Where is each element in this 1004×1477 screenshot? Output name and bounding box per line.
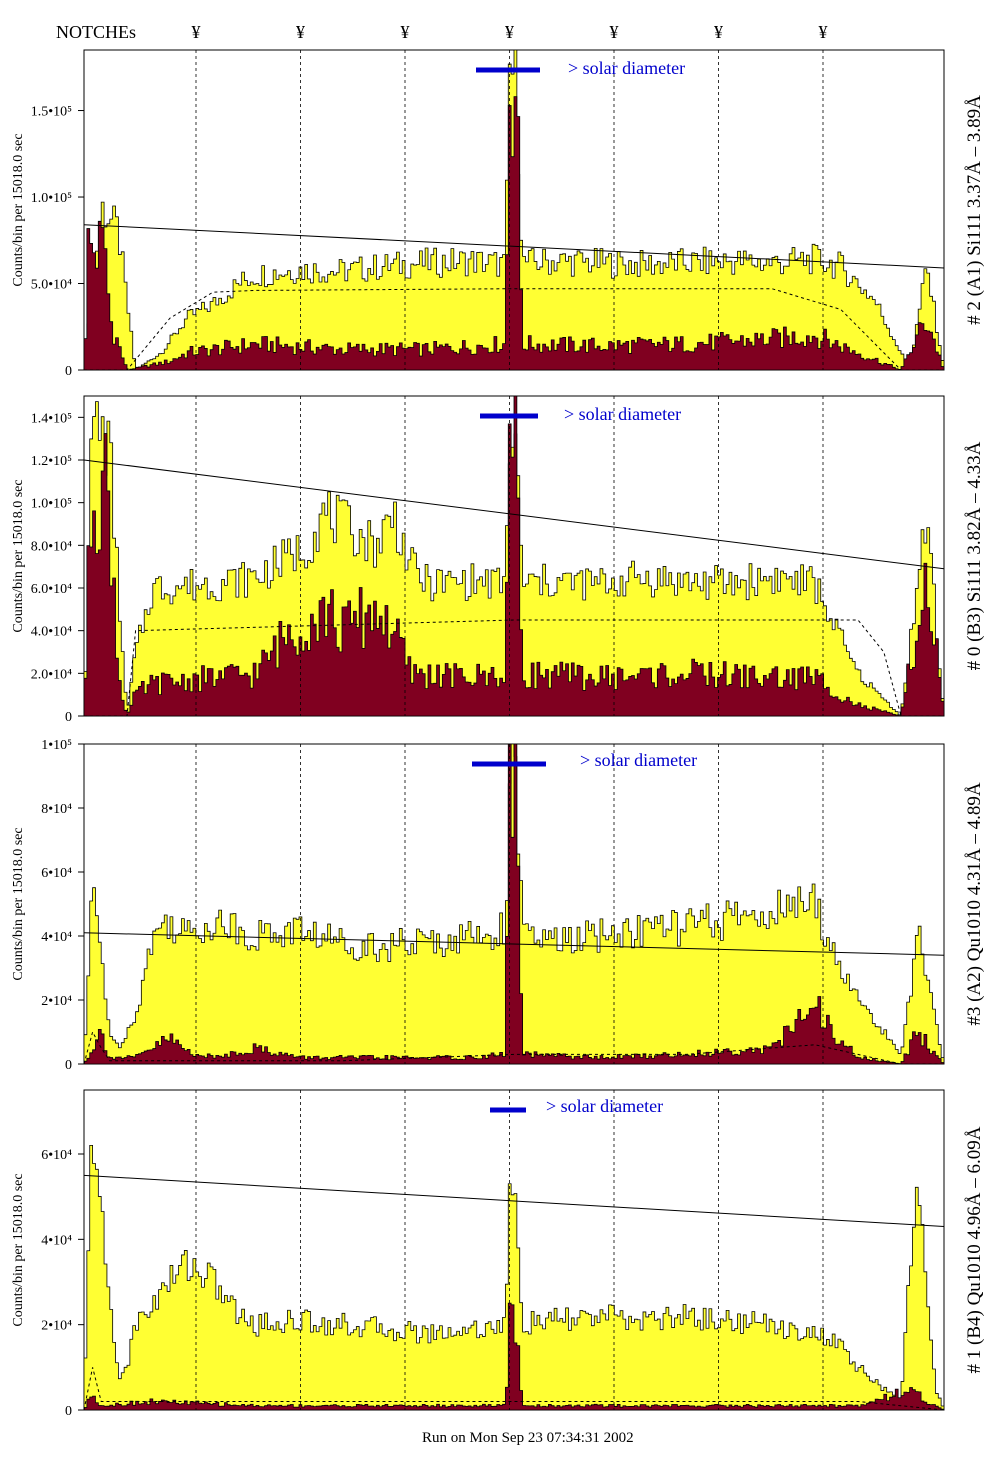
y-tick-label-1-2: 4.0•10⁴: [31, 625, 72, 640]
chart-panel-1: 0 2.0•10⁴ 4.0•10⁴ 6.0•10⁴ 8.0•10⁴ 1.0•10⁵ 1.2•…: [11, 395, 985, 725]
notches-label: NOTCHEs: [56, 22, 136, 42]
y-tick-label-2-3: 6•10⁴: [41, 866, 72, 881]
y-tick-label-3-1: 2•10⁴: [41, 1319, 72, 1334]
chart-panels: 0 5.0•10⁴ 1.0•10⁵ 1.5•10⁵ Counts/bin per 150…: [11, 49, 985, 1419]
y-tick-label-1-0: 0: [65, 710, 72, 725]
y-tick-label-1-6: 1.2•10⁵: [31, 454, 72, 469]
legend-text-0: > solar diameter: [568, 58, 685, 78]
y-tick-label-1-7: 1.4•10⁵: [31, 411, 72, 426]
panel-title-2: #3 (A2) Qu1010 4.31Å – 4.89Å: [964, 782, 985, 1026]
run-timestamp: Run on Mon Sep 23 07:34:31 2002: [422, 1430, 634, 1446]
y-tick-label-2-0: 0: [65, 1058, 72, 1073]
series-model-line-1: [84, 619, 944, 717]
series-model-line-3: [83, 1367, 945, 1411]
notch-marker-4: ¥: [610, 22, 619, 42]
notch-header: NOTCHEs ¥ ¥ ¥ ¥ ¥ ¥ ¥: [56, 22, 828, 42]
series-filtered-2: [83, 743, 945, 1065]
legend-text-1: > solar diameter: [564, 404, 681, 424]
y-tick-label-3-3: 6•10⁴: [41, 1148, 72, 1163]
series-continuum-line-3: [83, 1174, 945, 1228]
y-axis-label-1: Counts/bin per 15018.0 sec: [11, 479, 26, 632]
y-tick-label-2-2: 4•10⁴: [41, 930, 72, 945]
y-tick-label-1-1: 2.0•10⁴: [31, 667, 72, 682]
notch-marker-6: ¥: [819, 22, 828, 42]
panel-title-0: # 2 (A1) Si111 3.37Å – 3.89Å: [964, 95, 985, 325]
notch-marker-5: ¥: [714, 22, 723, 42]
series-continuum-line-2: [83, 932, 945, 956]
y-tick-label-2-5: 1•10⁵: [41, 738, 72, 753]
series-continuum-line-0: [83, 224, 945, 269]
y-tick-label-1-3: 6.0•10⁴: [31, 582, 72, 597]
y-tick-label-0-1: 5.0•10⁴: [31, 278, 72, 293]
y-tick-label-1-5: 1.0•10⁵: [31, 497, 72, 512]
chart-panel-0: 0 5.0•10⁴ 1.0•10⁵ 1.5•10⁵ Counts/bin per 150…: [11, 49, 985, 379]
y-tick-label-2-4: 8•10⁴: [41, 802, 72, 817]
series-filtered-1: [83, 395, 945, 717]
y-tick-label-1-4: 8.0•10⁴: [31, 539, 72, 554]
y-tick-label-2-1: 2•10⁴: [41, 994, 72, 1009]
y-axis-label-0: Counts/bin per 15018.0 sec: [11, 133, 26, 286]
panel-title-3: # 1 (B4) Qu1010 4.96Å – 6.09Å: [964, 1126, 985, 1373]
notch-marker-3: ¥: [505, 22, 514, 42]
legend-text-3: > solar diameter: [546, 1096, 663, 1116]
y-axis-label-2: Counts/bin per 15018.0 sec: [11, 827, 26, 980]
notch-marker-2: ¥: [401, 22, 410, 42]
notch-marker-0: ¥: [192, 22, 201, 42]
y-axis-label-3: Counts/bin per 15018.0 sec: [11, 1173, 26, 1326]
y-tick-label-3-0: 0: [65, 1404, 72, 1419]
legend-text-2: > solar diameter: [580, 750, 697, 770]
series-model-line-0: [84, 288, 944, 371]
series-continuum-line-1: [83, 459, 945, 570]
series-total-3: [83, 1144, 945, 1411]
y-tick-label-0-0: 0: [65, 364, 72, 379]
y-tick-label-0-2: 1.0•10⁵: [31, 191, 72, 206]
panel-title-1: # 0 (B3) Si111 3.82Å – 4.33Å: [964, 441, 985, 670]
series-filtered-3: [83, 1302, 945, 1411]
notch-marker-1: ¥: [296, 22, 305, 42]
y-tick-label-0-3: 1.5•10⁵: [31, 105, 72, 120]
y-tick-label-3-2: 4•10⁴: [41, 1233, 72, 1248]
chart-panel-3: 0 2•10⁴ 4•10⁴ 6•10⁴ Counts/bin per 15018.0 s…: [11, 1089, 985, 1419]
series-filtered-0: [83, 96, 945, 371]
chart-panel-2: 0 2•10⁴ 4•10⁴ 6•10⁴ 8•10⁴ 1•10⁵ Counts/bin per…: [11, 738, 985, 1073]
